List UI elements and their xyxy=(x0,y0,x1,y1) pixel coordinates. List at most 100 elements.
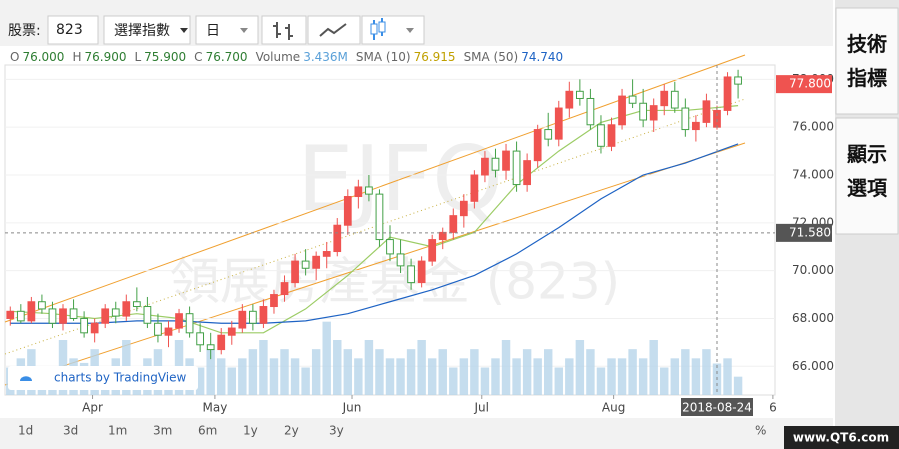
volume-bar xyxy=(638,358,648,395)
branding-box xyxy=(8,366,198,390)
candle-body xyxy=(639,102,648,121)
candle-body xyxy=(175,313,183,329)
index-select-text: 選擇指數 xyxy=(114,23,170,39)
candle-body xyxy=(185,313,194,334)
bar-style-button[interactable] xyxy=(261,15,307,45)
legend-label: L xyxy=(134,50,141,64)
volume-bar xyxy=(385,358,395,395)
range-button[interactable]: 1m xyxy=(108,424,127,438)
side-button-label[interactable]: 顯示選項 xyxy=(847,142,888,200)
legend-label: SMA (50) xyxy=(464,50,519,64)
stock-code: 823 xyxy=(56,22,83,38)
range-button[interactable]: 3y xyxy=(329,424,344,438)
volume-bar xyxy=(491,358,500,395)
candle-body xyxy=(38,301,46,310)
candle-icon xyxy=(370,23,378,35)
channel-middle xyxy=(4,98,746,355)
candle-body xyxy=(565,90,574,109)
candle-body xyxy=(681,107,690,131)
volume-bar xyxy=(227,367,236,395)
dropdown-arrow xyxy=(406,28,414,33)
x-tick-label: May xyxy=(202,401,227,415)
volume-bar xyxy=(575,340,585,395)
candle-body xyxy=(417,260,426,284)
volume-bar xyxy=(333,340,342,395)
range-button[interactable]: 3d xyxy=(63,424,78,438)
y-tick-label: 68.000 xyxy=(792,311,834,325)
range-button[interactable]: 1y xyxy=(243,424,258,438)
percent-toggle[interactable]: % xyxy=(755,424,766,438)
x-tick-label: 6 xyxy=(769,401,777,415)
range-button[interactable]: 1d xyxy=(18,424,33,438)
side-button-label[interactable]: 技術指標 xyxy=(847,32,887,90)
interval-select[interactable] xyxy=(195,15,259,45)
candle-body xyxy=(491,157,500,171)
candle-body xyxy=(449,215,458,233)
candle-body xyxy=(48,308,57,324)
candle-body xyxy=(154,322,162,336)
candle-body xyxy=(512,150,521,186)
volume-bar xyxy=(354,358,363,395)
candle-body xyxy=(628,95,637,104)
stock-input[interactable] xyxy=(47,15,99,45)
legend-label: O xyxy=(10,50,19,64)
candle-body xyxy=(132,301,141,308)
candle-body xyxy=(354,186,363,198)
volume-bar xyxy=(322,321,331,395)
candle-body xyxy=(259,306,268,324)
range-button[interactable]: 2y xyxy=(284,424,299,438)
volume-bar xyxy=(438,349,447,395)
candle-body xyxy=(533,129,542,162)
candle-body xyxy=(122,301,131,317)
range-button[interactable]: 6m xyxy=(198,424,217,438)
volume-bar xyxy=(396,358,405,395)
index-select[interactable] xyxy=(103,15,191,45)
candle-body xyxy=(734,76,742,85)
candle-body xyxy=(523,160,531,186)
candle-body xyxy=(597,124,605,147)
volume-bar xyxy=(565,358,574,395)
candle-body xyxy=(386,239,394,255)
crosshair-date-box xyxy=(681,398,753,416)
candle-body xyxy=(407,265,415,284)
legend: O 76.000 H 76.900 L 75.900 C 76.700 Volume 3.436M… xyxy=(10,50,563,64)
dropdown-arrow xyxy=(240,28,248,33)
volume-bar xyxy=(691,358,701,395)
options-button[interactable] xyxy=(835,117,899,235)
candle-body xyxy=(470,174,479,202)
candle-body xyxy=(238,310,247,329)
x-tick-label: Jul xyxy=(474,401,489,415)
candle-body xyxy=(270,294,278,308)
volume-bar xyxy=(723,358,732,395)
line-style-button[interactable] xyxy=(307,15,361,45)
volume-bar xyxy=(512,358,521,395)
candle-body xyxy=(649,105,658,121)
candle-body xyxy=(428,239,437,262)
candle-body xyxy=(280,282,289,296)
candle-body xyxy=(365,186,373,195)
range-button[interactable]: 3m xyxy=(153,424,172,438)
bars-icon xyxy=(273,22,293,40)
volume-bar xyxy=(470,349,479,395)
volume-bar xyxy=(480,367,490,395)
candle-body xyxy=(164,327,173,336)
volume-bar xyxy=(670,358,680,395)
candle-body xyxy=(27,301,36,322)
line-icon xyxy=(319,23,347,37)
site-badge xyxy=(784,426,899,449)
volume-bar xyxy=(217,358,226,395)
legend-value: 76.915 xyxy=(414,50,456,64)
legend-value: 76.900 xyxy=(84,50,126,64)
candle-body xyxy=(438,231,447,241)
indicator-button[interactable] xyxy=(835,7,899,115)
branding[interactable]: charts by TradingView xyxy=(54,371,186,385)
legend-label: SMA (10) xyxy=(356,50,411,64)
volume-bar xyxy=(544,349,553,395)
candle-body xyxy=(333,224,342,253)
branding-icon xyxy=(20,376,32,381)
volume-bar xyxy=(290,358,300,395)
x-tick-label: Apr xyxy=(82,401,103,415)
last-price-box xyxy=(776,75,832,94)
volume-bar xyxy=(206,349,215,395)
